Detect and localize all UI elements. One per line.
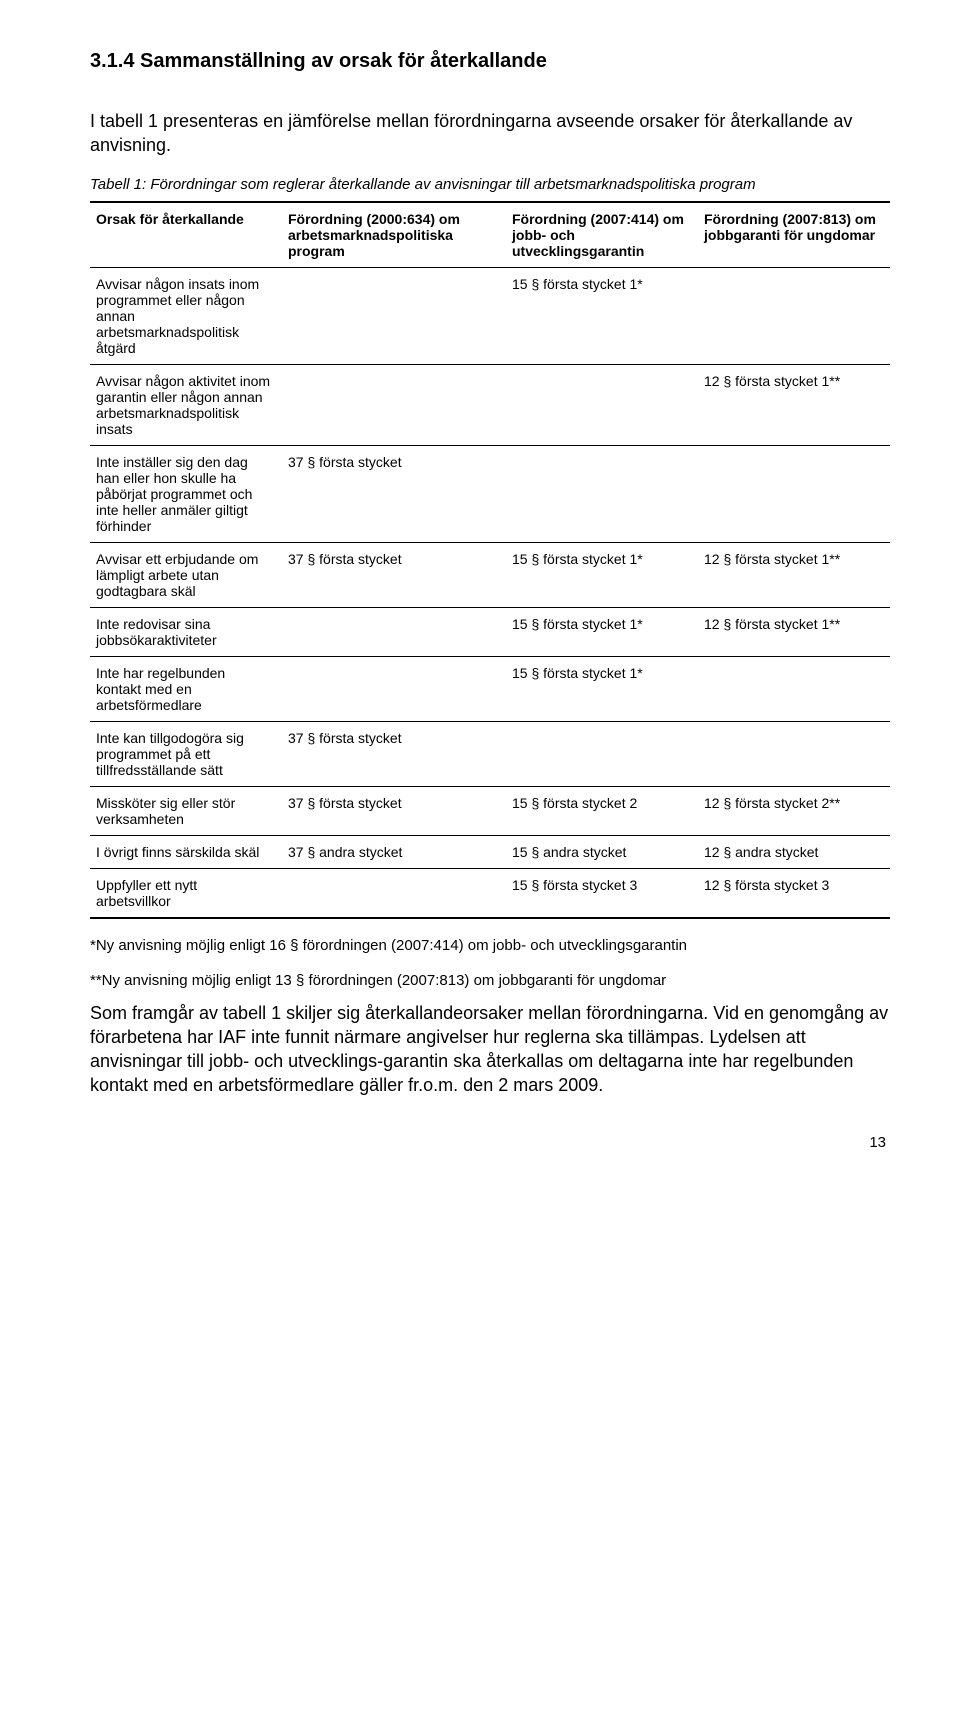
table-cell: 12 § första stycket 1** [698,607,890,656]
table-cell: Uppfyller ett nytt arbetsvillkor [90,868,282,918]
table-cell: 15 § första stycket 2 [506,786,698,835]
table-header-cell: Förordning (2007:813) om jobbgaranti för… [698,202,890,268]
table-header-cell: Förordning (2000:634) om arbetsmarknadsp… [282,202,506,268]
table-cell: Missköter sig eller stör verksamheten [90,786,282,835]
table-row: I övrigt finns särskilda skäl37 § andra … [90,835,890,868]
table-cell [282,607,506,656]
table-cell: 37 § första stycket [282,542,506,607]
table-cell: 12 § andra stycket [698,835,890,868]
table-cell [282,656,506,721]
table-cell [282,267,506,364]
table-cell [698,656,890,721]
table-cell [698,721,890,786]
table-cell [698,267,890,364]
table-cell: 12 § första stycket 1** [698,542,890,607]
table-row: Inte har regelbunden kontakt med en arbe… [90,656,890,721]
table-cell: 12 § första stycket 3 [698,868,890,918]
table-cell [282,364,506,445]
table-cell: 15 § första stycket 1* [506,542,698,607]
table-cell: 12 § första stycket 1** [698,364,890,445]
table-cell: 37 § första stycket [282,786,506,835]
table-cell: 15 § andra stycket [506,835,698,868]
table-header-cell: Orsak för återkallande [90,202,282,268]
table-header-cell: Förordning (2007:414) om jobb- och utvec… [506,202,698,268]
table-cell: Inte inställer sig den dag han eller hon… [90,445,282,542]
table-cell: 37 § första stycket [282,721,506,786]
table-cell: Avvisar ett erbjudande om lämpligt arbet… [90,542,282,607]
table-cell: 15 § första stycket 3 [506,868,698,918]
document-page: 3.1.4 Sammanställning av orsak för återk… [0,0,960,1191]
table-cell [506,445,698,542]
table-row: Avvisar någon insats inom programmet ell… [90,267,890,364]
table-row: Inte inställer sig den dag han eller hon… [90,445,890,542]
intro-paragraph: I tabell 1 presenteras en jämförelse mel… [90,109,890,158]
table-cell: 15 § första stycket 1* [506,656,698,721]
closing-paragraph: Som framgår av tabell 1 skiljer sig åter… [90,1001,890,1098]
table-caption: Tabell 1: Förordningar som reglerar åter… [90,176,890,193]
table-body: Avvisar någon insats inom programmet ell… [90,267,890,918]
table-cell: Inte kan tillgodogöra sig programmet på … [90,721,282,786]
footnote-2: **Ny anvisning möjlig enligt 13 § förord… [90,972,890,989]
page-number: 13 [90,1134,890,1151]
table-cell: Avvisar någon aktivitet inom garantin el… [90,364,282,445]
table-header-row: Orsak för återkallande Förordning (2000:… [90,202,890,268]
table-cell [698,445,890,542]
table-cell [506,364,698,445]
table-cell: 15 § första stycket 1* [506,267,698,364]
table-row: Avvisar någon aktivitet inom garantin el… [90,364,890,445]
table-cell: Inte har regelbunden kontakt med en arbe… [90,656,282,721]
table-cell: Avvisar någon insats inom programmet ell… [90,267,282,364]
table-cell: 37 § andra stycket [282,835,506,868]
footnote-1: *Ny anvisning möjlig enligt 16 § förordn… [90,937,890,954]
table-cell: I övrigt finns särskilda skäl [90,835,282,868]
table-row: Inte redovisar sina jobbsökaraktiviteter… [90,607,890,656]
table-cell [506,721,698,786]
table-row: Uppfyller ett nytt arbetsvillkor 15 § för… [90,868,890,918]
table-cell [282,868,506,918]
section-heading: 3.1.4 Sammanställning av orsak för återk… [90,50,890,73]
table-row: Inte kan tillgodogöra sig programmet på … [90,721,890,786]
table-row: Avvisar ett erbjudande om lämpligt arbet… [90,542,890,607]
regulation-table: Orsak för återkallande Förordning (2000:… [90,201,890,919]
table-cell: 12 § första stycket 2** [698,786,890,835]
table-cell: Inte redovisar sina jobbsökaraktiviteter [90,607,282,656]
table-cell: 15 § första stycket 1* [506,607,698,656]
table-cell: 37 § första stycket [282,445,506,542]
table-row: Missköter sig eller stör verksamheten37 … [90,786,890,835]
